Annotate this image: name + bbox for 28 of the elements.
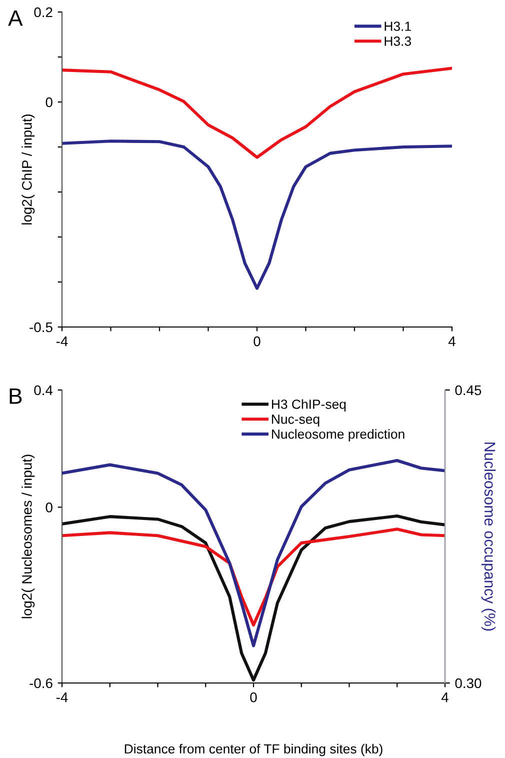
- y-tick-label: 0.4: [34, 385, 53, 396]
- legend-label: H3.1: [384, 22, 411, 31]
- x-tick-label: 4: [448, 336, 456, 346]
- y-tick-label: 0: [46, 502, 52, 512]
- legend-label: Nucleosome prediction: [272, 429, 404, 442]
- y2-tick-label: 0.30: [455, 678, 482, 688]
- legend-label: H3 ChIP-seq: [272, 399, 346, 412]
- y-tick-label: -0.6: [30, 678, 52, 688]
- line-series: [62, 458, 445, 648]
- x-axis-title: Distance from center of TF binding sites (kb): [124, 744, 382, 756]
- y2-tick-label: 0.45: [455, 385, 482, 396]
- y2-axis-title: Nucleosome occupancy (%): [481, 442, 496, 631]
- x-tick-label: -4: [56, 336, 68, 346]
- x-tick-label: 0: [250, 692, 257, 702]
- y-tick-label: -0.5: [30, 322, 52, 332]
- y-tick-label: 0.2: [34, 7, 52, 18]
- legend-label: Nuc-seq: [272, 414, 320, 426]
- x-tick-label: -4: [56, 692, 68, 702]
- x-tick-label: 4: [441, 692, 448, 702]
- line-series: [62, 66, 452, 159]
- y-axis-title: log2( Nucleosomes / input): [22, 454, 35, 618]
- legend-label: H3.3: [384, 36, 411, 46]
- text: B: [10, 388, 22, 404]
- y-tick-label: 0: [46, 97, 52, 108]
- text: A: [8, 10, 23, 26]
- line-series: [62, 140, 452, 290]
- x-tick-label: 0: [254, 336, 260, 346]
- y-axis-title: log2( ChIP / input): [22, 114, 35, 224]
